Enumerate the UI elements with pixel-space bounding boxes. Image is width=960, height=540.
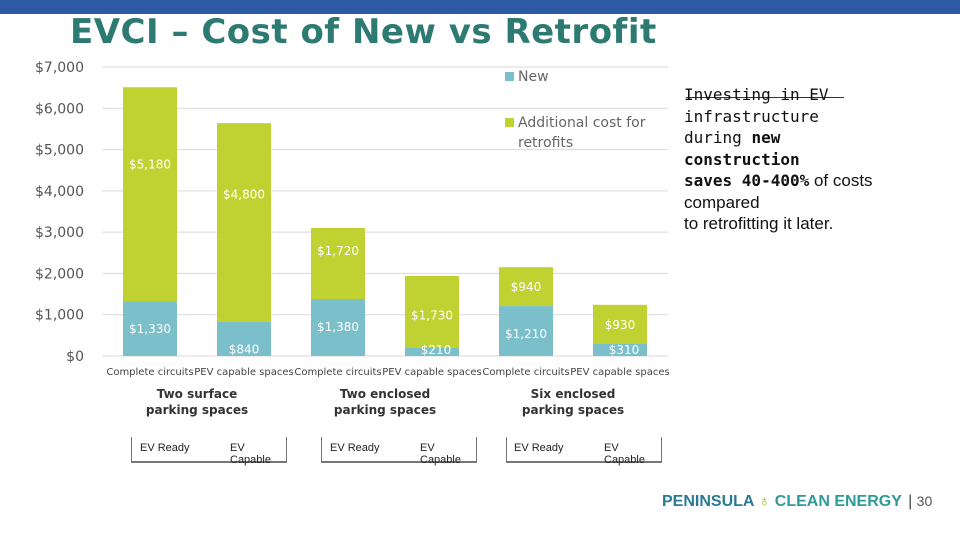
- y-tick-label: $0: [66, 349, 84, 365]
- ev-ready-label: EV Ready: [514, 442, 564, 454]
- callout-line-1: Investing in EV: [684, 85, 829, 104]
- group-label: Two enclosed: [340, 387, 430, 401]
- x-category-label: PEV capable spaces: [382, 367, 481, 378]
- data-label-new: $1,330: [129, 322, 171, 336]
- legend-swatch-retrofit: [505, 118, 514, 127]
- bar-new: [499, 306, 553, 356]
- legend-swatch-new: [505, 72, 514, 81]
- bar-new: [311, 299, 365, 356]
- slide-title: EVCI – Cost of New vs Retrofit: [70, 12, 657, 52]
- x-category-label: Complete circuits: [106, 367, 193, 378]
- top-accent-bar: [0, 0, 960, 14]
- ev-label-box-2: EV Ready EV Capable: [321, 437, 477, 466]
- data-label-retrofit: $1,720: [317, 244, 359, 258]
- callout-line-4-bold: construction: [684, 149, 800, 169]
- x-category-label: Complete circuits: [294, 367, 381, 378]
- x-category-label: Complete circuits: [482, 367, 569, 378]
- bar-retrofit: [217, 123, 271, 322]
- ev-capable-label: EV Capable: [230, 442, 271, 466]
- data-label-retrofit: $930: [605, 318, 636, 332]
- data-label-new: $1,210: [505, 327, 547, 341]
- callout-rule: [686, 97, 844, 98]
- ev-ready-label: EV Ready: [140, 442, 190, 454]
- y-tick-label: $5,000: [35, 143, 84, 159]
- group-label: Six enclosed: [531, 387, 616, 401]
- callout-line-3-bold: new: [751, 128, 781, 147]
- bar-retrofit: [593, 304, 647, 344]
- y-tick-label: $3,000: [35, 225, 84, 241]
- data-label-new: $1,380: [317, 320, 359, 334]
- ev-label-box-3: EV Ready EV Capable: [506, 437, 662, 466]
- logo-separator: |: [908, 493, 913, 510]
- bar-retrofit: [123, 87, 177, 302]
- ev-capable-label: EV Capable: [420, 442, 461, 466]
- callout-line-3-pre: during: [684, 128, 752, 147]
- group-label: parking spaces: [334, 403, 436, 417]
- data-label-new: $840: [229, 342, 260, 356]
- data-label-retrofit: $1,730: [411, 308, 453, 322]
- page-number: 30: [916, 493, 933, 509]
- data-label-retrofit: $5,180: [129, 157, 171, 171]
- callout-line-2: infrastructure: [684, 106, 819, 126]
- y-tick-label: $1,000: [35, 308, 84, 324]
- group-label: parking spaces: [146, 403, 248, 417]
- group-label: Two surface: [157, 387, 238, 401]
- group-label: parking spaces: [522, 403, 624, 417]
- data-label-new: $210: [421, 343, 452, 357]
- bar-new: [217, 321, 271, 356]
- logo-text-clean-energy: CLEAN ENERGY: [774, 493, 902, 510]
- ev-ready-label: EV Ready: [330, 442, 380, 454]
- bar-retrofit: [311, 228, 365, 300]
- y-tick-label: $6,000: [35, 101, 84, 117]
- y-tick-label: $4,000: [35, 184, 84, 200]
- logo-text-peninsula: PENINSULA: [662, 493, 754, 510]
- bar-new: [123, 301, 177, 356]
- ev-label-box-1: EV Ready EV Capable: [131, 437, 287, 466]
- bar-new: [593, 343, 647, 356]
- data-label-new: $310: [609, 343, 640, 357]
- bar-new: [405, 347, 459, 356]
- x-category-label: PEV capable spaces: [194, 367, 293, 378]
- bar-retrofit: [405, 275, 459, 348]
- legend-label-retrofit-line2: retrofits: [518, 135, 573, 151]
- callout-line-6: compared: [684, 192, 760, 212]
- y-tick-label: $7,000: [35, 60, 84, 76]
- data-label-retrofit: $4,800: [223, 187, 265, 201]
- footer-logo: PENINSULA ♁ CLEAN ENERGY | 30: [662, 493, 932, 511]
- data-label-retrofit: $940: [511, 280, 542, 294]
- callout-line-7: to retrofitting it later.: [684, 214, 834, 233]
- x-category-label: PEV capable spaces: [570, 367, 669, 378]
- leaf-icon: ♁: [758, 493, 771, 510]
- legend-label-retrofit: Additional cost for: [518, 115, 646, 131]
- ev-capable-label: EV Capable: [604, 442, 645, 466]
- bar-retrofit: [499, 267, 553, 307]
- legend-label-new: New: [518, 69, 549, 85]
- callout-line-5-bold: saves 40-400%: [684, 171, 810, 190]
- callout-text: Investing in EV infrastructure during ne…: [684, 84, 934, 235]
- y-tick-label: $2,000: [35, 266, 84, 282]
- callout-line-5-post: of costs: [809, 171, 873, 190]
